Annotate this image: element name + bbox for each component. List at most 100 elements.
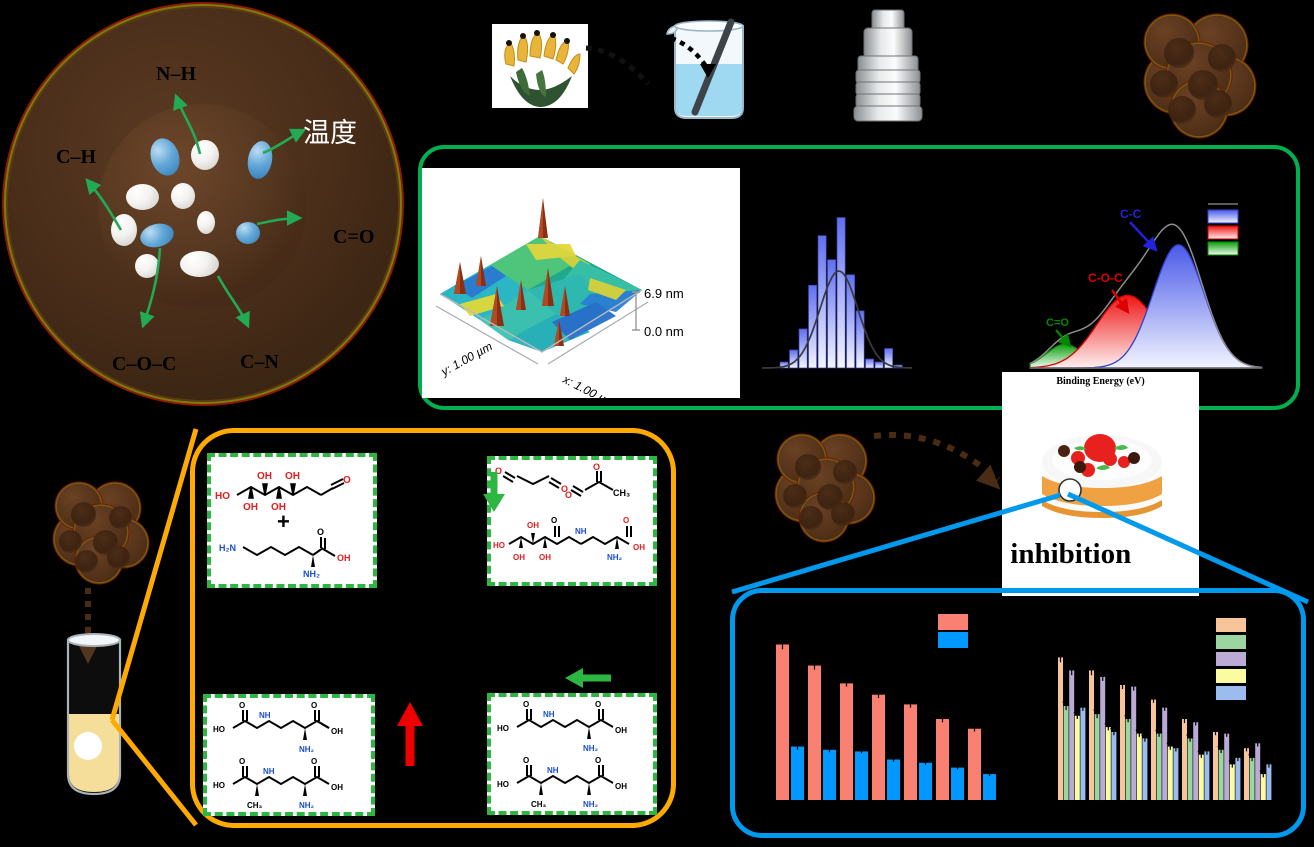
antiglycation-bar-chart	[748, 600, 1008, 825]
homogenizer-icon	[845, 8, 931, 126]
svg-text:O: O	[239, 701, 245, 710]
core-blob-white-4	[111, 214, 137, 246]
bar	[1255, 743, 1261, 800]
svg-text:NH: NH	[259, 711, 271, 720]
svg-text:H₂N: H₂N	[219, 543, 236, 553]
legend-swatch	[1216, 635, 1246, 649]
svg-text:CH₃: CH₃	[531, 800, 547, 809]
bar	[1224, 733, 1230, 800]
bar	[1125, 719, 1131, 800]
svg-text:HO: HO	[497, 780, 509, 789]
label-n-h: N–H	[156, 63, 196, 85]
maillard-pathway-box	[190, 428, 676, 828]
zoom-funnel-lines-orange	[109, 428, 199, 827]
svg-text:NH: NH	[543, 710, 555, 719]
bar	[1094, 714, 1100, 800]
bar	[1142, 738, 1148, 800]
inhibition-caption: ' inhibition	[995, 538, 1132, 570]
svg-text:+: +	[277, 509, 290, 534]
svg-text:NH₂: NH₂	[299, 745, 315, 754]
svg-text:OH: OH	[257, 471, 272, 482]
core-blob-blue-4	[236, 222, 260, 244]
svg-text:NH₂: NH₂	[607, 553, 623, 562]
legend-swatch	[1216, 686, 1246, 700]
histogram-bar	[827, 259, 837, 369]
bar	[823, 749, 836, 800]
histogram-bar	[808, 284, 818, 369]
afm-zmin-label: 0.0 nm	[644, 324, 684, 339]
bar	[1173, 748, 1179, 800]
svg-text:O: O	[495, 466, 502, 476]
bar	[1266, 764, 1272, 800]
left-arrow-green	[565, 668, 611, 688]
intermediates-card: O O O O CH₃ HO OH OH OH O NH O OH	[487, 456, 657, 586]
core-blob-white-6	[135, 254, 159, 278]
svg-text:HO: HO	[497, 724, 509, 733]
bar	[1069, 670, 1075, 800]
svg-text:NH₂: NH₂	[303, 569, 320, 579]
bar	[840, 683, 853, 800]
ages-products-card-right: HO O NH O OH NH₂ HO O NH O OH CH₃ NH₂	[487, 693, 657, 815]
svg-text:O: O	[523, 700, 529, 709]
label-c-o-c: C–O–C	[112, 353, 177, 375]
svg-text:OH: OH	[539, 553, 551, 562]
svg-text:NH₂: NH₂	[299, 801, 315, 810]
svg-text:OH: OH	[271, 502, 286, 513]
bar	[1198, 754, 1204, 800]
ages-products-card-left: HO O NH O OH NH₂ HO O NH O OH CH₃ NH₂	[203, 694, 375, 816]
bar	[887, 759, 900, 800]
afm-zmax-label: 6.9 nm	[644, 286, 684, 301]
bar	[1182, 719, 1187, 800]
histogram-bar	[846, 274, 856, 369]
carbon-dot-cluster-left	[53, 480, 163, 588]
svg-text:OH: OH	[331, 783, 343, 792]
bar	[1111, 731, 1117, 800]
bar	[1167, 746, 1173, 800]
bar	[1204, 751, 1210, 800]
histogram-bar	[874, 361, 884, 369]
cluster-to-tube-arrow	[78, 588, 98, 664]
svg-text:O: O	[561, 484, 568, 494]
svg-text:CH₃: CH₃	[247, 801, 263, 810]
core-blob-white-5	[197, 211, 215, 234]
bar	[1229, 764, 1235, 800]
down-arrow-green	[483, 472, 505, 512]
legend-swatch	[1216, 652, 1246, 666]
legend-swatch	[1216, 669, 1246, 683]
svg-text:O: O	[551, 516, 557, 525]
svg-text:OH: OH	[513, 553, 525, 562]
bar	[1136, 733, 1142, 800]
bar	[1249, 757, 1255, 800]
reactants-card: HO OH OH OH OH O + H₂N O OH NH₂	[207, 453, 377, 588]
zoom-funnel-lines-blue	[731, 492, 1060, 595]
bar	[968, 728, 981, 800]
histogram-bar	[798, 328, 808, 369]
legend-swatch	[938, 614, 968, 630]
size-distribution-histogram	[762, 192, 912, 382]
svg-text:OH: OH	[527, 521, 539, 530]
test-tube-icon	[66, 633, 122, 796]
bar	[1100, 676, 1106, 800]
inhibition-bar-chart	[1036, 600, 1294, 825]
beaker-icon	[665, 16, 750, 121]
histogram-bar	[865, 358, 875, 369]
svg-text:O: O	[523, 756, 529, 765]
characterization-box	[418, 145, 1300, 410]
zoom-funnel-lines-blue-2	[1066, 491, 1310, 605]
histogram-bar	[836, 217, 846, 369]
bioassay-box	[730, 588, 1306, 838]
core-blob-white-1	[191, 140, 219, 170]
bar	[919, 762, 932, 800]
legend-swatch	[938, 632, 968, 648]
nanoparticle-core	[98, 104, 306, 309]
xps-xaxis-label: Binding Energy (eV)	[1056, 376, 1145, 387]
svg-text:OH: OH	[615, 782, 627, 791]
banana-flower-icon	[492, 24, 588, 108]
svg-text:NH: NH	[263, 767, 275, 776]
svg-text:O: O	[343, 475, 351, 486]
core-blob-white-3	[171, 183, 195, 209]
bar	[1218, 749, 1224, 800]
afm-image-card: y: 1.00 µm x: 1.00 µm 6.9 nm 0.0 nm	[422, 168, 740, 410]
svg-text:OH: OH	[615, 726, 627, 735]
